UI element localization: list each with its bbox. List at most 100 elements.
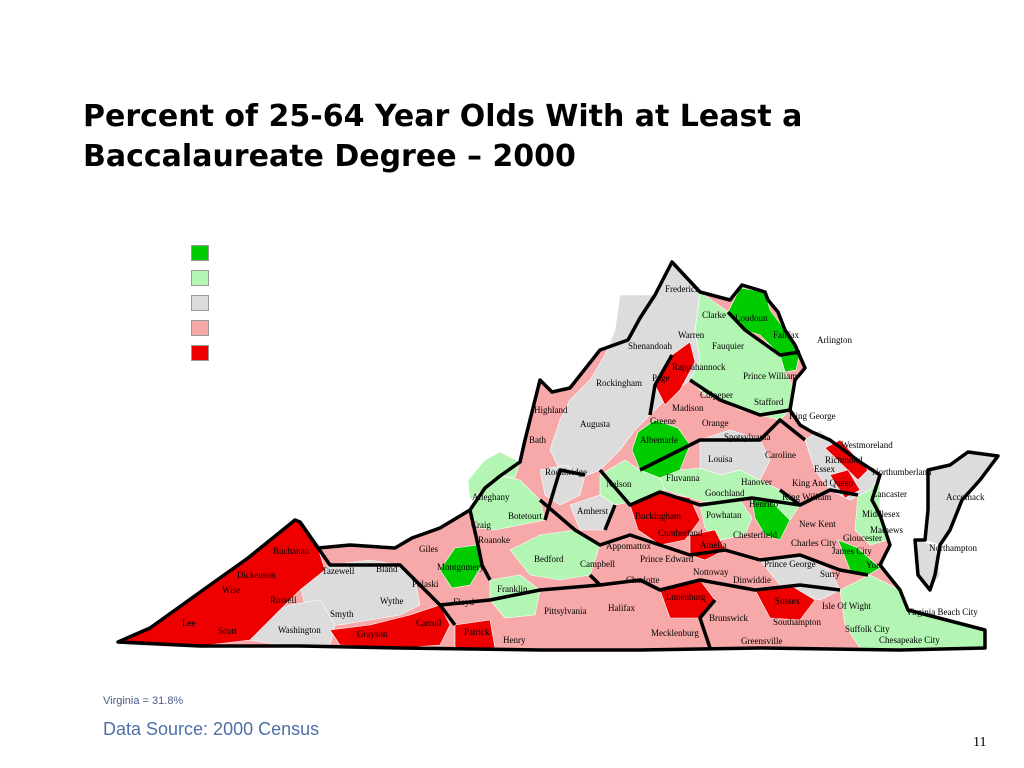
label-dickenson: Dickenson: [237, 570, 276, 580]
label-amherst: Amherst: [577, 506, 608, 516]
label-botetourt: Botetourt: [508, 511, 542, 521]
map-legend: [191, 245, 209, 370]
label-james-city: James City: [832, 546, 872, 556]
label-wythe: Wythe: [380, 596, 403, 606]
label-smyth: Smyth: [330, 609, 354, 619]
label-amelia: Amelia: [700, 540, 727, 550]
label-washington: Washington: [278, 625, 321, 635]
label-charlotte: Charlotte: [626, 575, 660, 585]
label-fairfax: Fairfax: [773, 330, 799, 340]
label-pittsylvania: Pittsylvania: [544, 606, 587, 616]
label-fauquier: Fauquier: [712, 341, 744, 351]
legend-swatch-4: [191, 320, 209, 336]
legend-swatch-2: [191, 270, 209, 286]
legend-swatch-1: [191, 245, 209, 261]
label-madison: Madison: [672, 403, 704, 413]
label-goochland: Goochland: [705, 488, 745, 498]
label-scott: Scott: [218, 626, 237, 636]
legend-swatch-3: [191, 295, 209, 311]
label-lancaster: Lancaster: [872, 489, 907, 499]
label-bland: Bland: [376, 564, 398, 574]
label-franklin: Franklin: [497, 584, 528, 594]
label-loudoun: Loudoun: [735, 313, 768, 323]
label-rockingham: Rockingham: [596, 378, 642, 388]
label-culpeper: Culpeper: [700, 390, 733, 400]
label-spotsylvania: Spotsylvania: [724, 432, 771, 442]
label-northumberland: Northumberland: [872, 467, 932, 477]
label-lee: Lee: [182, 618, 196, 628]
label-greensville: Greensville: [741, 636, 782, 646]
region-boundaries: [116, 260, 1000, 652]
label-carroll: Carroll: [416, 618, 442, 628]
label-stafford: Stafford: [754, 397, 784, 407]
label-highland: Highland: [534, 405, 568, 415]
label-caroline: Caroline: [765, 450, 796, 460]
label-virginia-beach: Virginia Beach City: [906, 607, 978, 617]
label-king-william: King William: [782, 492, 831, 502]
label-prince-william: Prince William: [743, 371, 797, 381]
label-louisa: Louisa: [708, 454, 733, 464]
washington-gray: [249, 599, 336, 646]
label-hanover: Hanover: [741, 477, 772, 487]
label-warren: Warren: [678, 330, 705, 340]
label-bath: Bath: [529, 435, 546, 445]
label-middlesex: Middlesex: [862, 509, 900, 519]
label-floyd: Floyd: [453, 597, 475, 607]
label-southampton: Southampton: [773, 617, 822, 627]
label-prince-george: Prince George: [764, 559, 816, 569]
label-clarke: Clarke: [702, 310, 726, 320]
county-labels: Frederick Clarke Loudoun Warren Fairfax …: [182, 284, 985, 646]
label-rockbridge: Rockbridge: [545, 467, 587, 477]
label-nelson: Nelson: [606, 479, 632, 489]
label-isle-of-wight: Isle Of Wight: [822, 601, 871, 611]
label-dinwiddie: Dinwiddie: [733, 575, 771, 585]
label-shenandoah: Shenandoah: [628, 341, 672, 351]
label-northampton: Northampton: [929, 543, 977, 553]
label-arlington: Arlington: [817, 335, 852, 345]
label-lunenburg: Lunenburg: [666, 592, 706, 602]
legend-swatch-5: [191, 345, 209, 361]
label-sussex: Sussex: [775, 596, 801, 606]
label-orange: Orange: [702, 418, 729, 428]
label-henrico: Henrico: [749, 499, 778, 509]
bedford-green: [509, 529, 601, 581]
label-gloucester: Gloucester: [843, 533, 882, 543]
label-tazewell: Tazewell: [322, 566, 355, 576]
label-accomack: Accomack: [946, 492, 985, 502]
label-buchanan: Buchanan: [273, 546, 309, 556]
label-alleghany: Alleghany: [472, 492, 510, 502]
label-giles: Giles: [419, 544, 438, 554]
state-average-note: Virginia = 31.8%: [103, 695, 184, 707]
label-campbell: Campbell: [580, 559, 615, 569]
label-mecklenburg: Mecklenburg: [651, 628, 699, 638]
slide-title: Percent of 25-64 Year Olds With at Least…: [83, 99, 803, 174]
label-brunswick: Brunswick: [709, 613, 748, 623]
label-westmoreland: Westmoreland: [841, 440, 893, 450]
label-halifax: Halifax: [608, 603, 635, 613]
label-augusta: Augusta: [580, 419, 610, 429]
label-york: York: [866, 560, 884, 570]
page-number: 11: [973, 735, 987, 750]
louisa-gray: [699, 429, 771, 481]
label-russell: Russell: [270, 595, 297, 605]
valley-gray: [549, 261, 701, 479]
label-nottoway: Nottoway: [693, 567, 729, 577]
label-new-kent: New Kent: [799, 519, 836, 529]
label-greene: Greene: [650, 416, 676, 426]
label-chesapeake: Chesapeake City: [879, 635, 940, 645]
label-roanoke: Roanoke: [478, 535, 510, 545]
label-fluvanna: Fluvanna: [666, 473, 700, 483]
label-frederick: Frederick: [665, 284, 700, 294]
label-wise: Wise: [222, 585, 240, 595]
label-page: Page: [652, 373, 670, 383]
label-craig: Craig: [471, 520, 491, 530]
label-montgomery: Montgomery: [437, 562, 484, 572]
label-powhatan: Powhatan: [706, 510, 742, 520]
label-essex: Essex: [814, 464, 835, 474]
label-albemarle: Albemarle: [640, 435, 678, 445]
label-pulaski: Pulaski: [412, 579, 439, 589]
label-chesterfield: Chesterfield: [733, 530, 777, 540]
label-prince-edward: Prince Edward: [640, 554, 694, 564]
data-source: Data Source: 2000 Census: [103, 719, 320, 739]
